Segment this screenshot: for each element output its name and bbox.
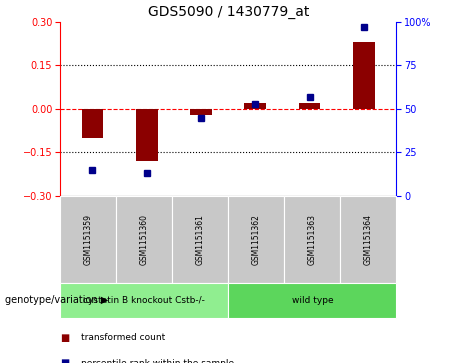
Bar	[299, 103, 320, 109]
Text: wild type: wild type	[291, 296, 333, 305]
Text: cystatin B knockout Cstb-/-: cystatin B knockout Cstb-/-	[83, 296, 205, 305]
Text: GSM1151361: GSM1151361	[195, 214, 205, 265]
Text: ■: ■	[60, 358, 69, 363]
Title: GDS5090 / 1430779_at: GDS5090 / 1430779_at	[148, 5, 309, 19]
Bar	[82, 109, 103, 138]
Text: GSM1151364: GSM1151364	[364, 214, 373, 265]
Text: GSM1151360: GSM1151360	[140, 214, 148, 265]
Text: GSM1151362: GSM1151362	[252, 214, 261, 265]
Text: GSM1151363: GSM1151363	[308, 214, 317, 265]
Text: transformed count: transformed count	[81, 333, 165, 342]
Bar	[190, 109, 212, 115]
Text: ■: ■	[60, 333, 69, 343]
Bar	[136, 109, 158, 161]
Bar	[353, 42, 375, 109]
Text: percentile rank within the sample: percentile rank within the sample	[81, 359, 234, 363]
Text: genotype/variation ▶: genotype/variation ▶	[5, 295, 108, 305]
Text: GSM1151359: GSM1151359	[83, 214, 93, 265]
Bar	[244, 103, 266, 109]
